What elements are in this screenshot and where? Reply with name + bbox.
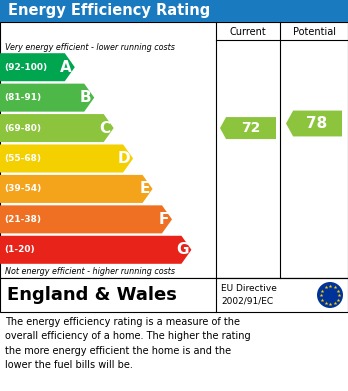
Text: 78: 78	[306, 116, 327, 131]
Polygon shape	[0, 175, 152, 203]
Bar	[0, 278, 348, 312]
Text: Very energy efficient - lower running costs: Very energy efficient - lower running co…	[5, 43, 175, 52]
Text: D: D	[118, 151, 130, 166]
Polygon shape	[0, 236, 191, 264]
Text: (21-38): (21-38)	[4, 215, 41, 224]
Text: Energy Efficiency Rating: Energy Efficiency Rating	[8, 4, 210, 18]
Text: A: A	[60, 60, 72, 75]
Text: G: G	[176, 242, 188, 257]
Circle shape	[317, 282, 343, 308]
Polygon shape	[286, 111, 342, 136]
Text: (69-80): (69-80)	[4, 124, 41, 133]
Text: (92-100): (92-100)	[4, 63, 47, 72]
Polygon shape	[0, 205, 172, 233]
Text: The energy efficiency rating is a measure of the
overall efficiency of a home. T: The energy efficiency rating is a measur…	[5, 317, 251, 370]
Polygon shape	[0, 145, 133, 172]
Text: (1-20): (1-20)	[4, 245, 34, 254]
Text: B: B	[80, 90, 91, 105]
Polygon shape	[220, 117, 276, 139]
Text: (55-68): (55-68)	[4, 154, 41, 163]
Polygon shape	[0, 84, 94, 112]
Text: C: C	[100, 120, 111, 136]
Polygon shape	[0, 53, 75, 81]
Polygon shape	[0, 114, 114, 142]
Text: Current: Current	[230, 27, 266, 37]
Text: (81-91): (81-91)	[4, 93, 41, 102]
Text: EU Directive
2002/91/EC: EU Directive 2002/91/EC	[221, 284, 277, 306]
Text: Potential: Potential	[293, 27, 335, 37]
Text: (39-54): (39-54)	[4, 185, 41, 194]
Text: England & Wales: England & Wales	[7, 286, 177, 304]
Text: 72: 72	[241, 121, 261, 135]
Bar	[0, 22, 348, 278]
Text: E: E	[139, 181, 150, 196]
Text: Not energy efficient - higher running costs: Not energy efficient - higher running co…	[5, 267, 175, 276]
Bar	[0, 0, 348, 22]
Text: F: F	[159, 212, 169, 227]
